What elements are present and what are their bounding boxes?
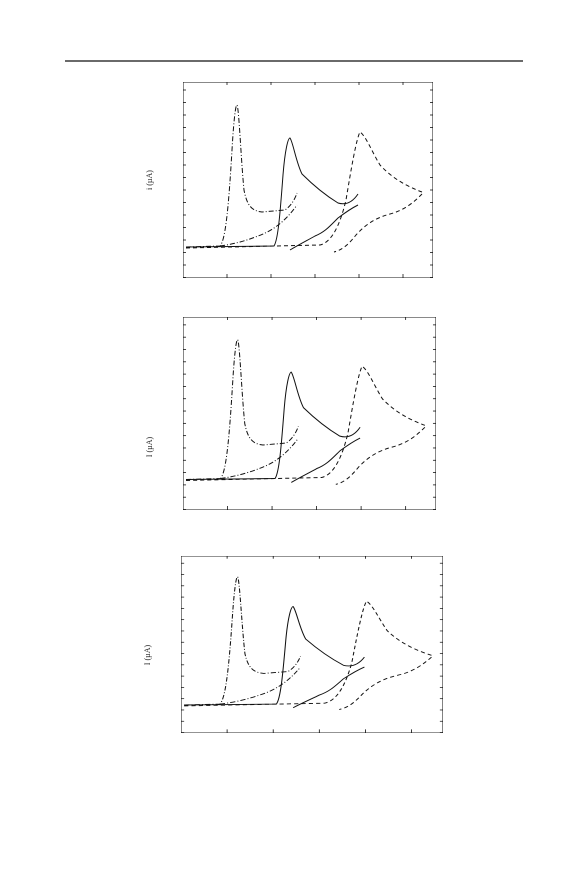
y-axis-label: i (µA) <box>145 170 154 190</box>
figure-plot <box>181 556 443 733</box>
y-axis-label: I (µA) <box>143 644 152 665</box>
figure-plot <box>183 82 433 278</box>
y-axis-label: I (µA) <box>145 436 154 457</box>
figure-plot <box>183 317 436 510</box>
